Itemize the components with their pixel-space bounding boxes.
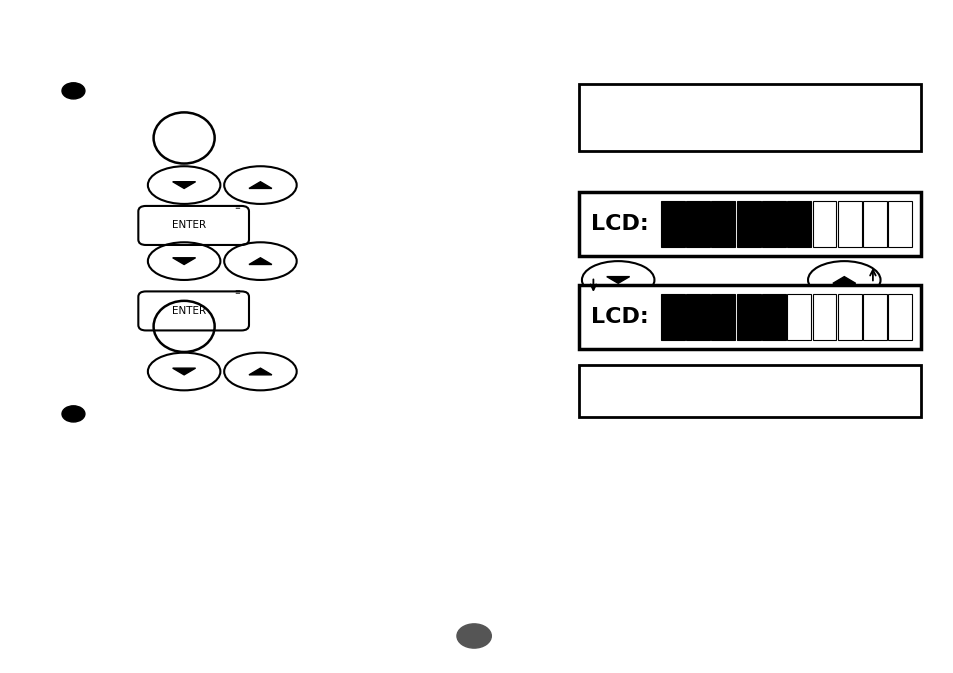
Bar — [660, 293, 684, 340]
Text: ENTER: ENTER — [172, 306, 206, 316]
Bar — [578, 84, 920, 151]
Bar — [761, 293, 785, 340]
Bar — [736, 201, 760, 247]
Circle shape — [62, 83, 85, 99]
Bar — [812, 201, 836, 247]
Text: ≡: ≡ — [234, 289, 240, 295]
Bar — [837, 201, 861, 247]
Polygon shape — [249, 368, 272, 375]
Text: ENTER: ENTER — [172, 221, 206, 230]
Bar — [887, 201, 911, 247]
Polygon shape — [172, 258, 195, 264]
Polygon shape — [606, 277, 629, 283]
Polygon shape — [172, 182, 195, 188]
Bar — [711, 293, 735, 340]
Bar — [578, 365, 920, 417]
Polygon shape — [832, 277, 855, 283]
Bar — [761, 201, 785, 247]
Polygon shape — [249, 258, 272, 264]
Bar — [837, 293, 861, 340]
Circle shape — [456, 624, 491, 648]
Circle shape — [62, 406, 85, 422]
Bar — [578, 192, 920, 256]
Polygon shape — [249, 182, 272, 188]
Bar — [660, 201, 684, 247]
Bar — [887, 293, 911, 340]
Bar — [862, 201, 886, 247]
Text: LCD:: LCD: — [590, 214, 648, 234]
Bar — [711, 201, 735, 247]
Bar — [578, 285, 920, 349]
Bar — [736, 293, 760, 340]
Text: LCD:: LCD: — [590, 307, 648, 326]
Bar — [685, 201, 709, 247]
Bar — [786, 201, 810, 247]
Bar — [786, 293, 810, 340]
Bar — [685, 293, 709, 340]
Polygon shape — [172, 368, 195, 375]
Bar — [812, 293, 836, 340]
Text: ≡: ≡ — [234, 204, 240, 210]
Bar — [862, 293, 886, 340]
